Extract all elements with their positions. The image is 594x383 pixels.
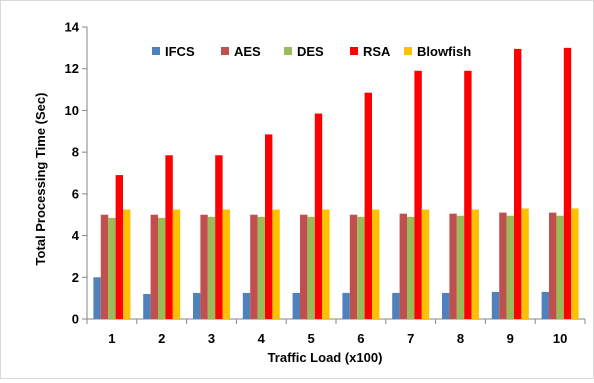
x-tick-label: 6	[357, 331, 364, 346]
legend-label-blowfish: Blowfish	[417, 44, 471, 59]
bars	[93, 47, 579, 320]
x-axis-ticks: 1 2 3 4 5 6 7 8 9 10	[86, 319, 586, 346]
bar-blowfish-8	[471, 209, 479, 319]
bar-blowfish-10	[571, 208, 579, 319]
bar-ifcs-4	[242, 292, 251, 319]
y-axis-label: Total Processing Time (Sec)	[33, 93, 48, 266]
bar-des-10	[556, 215, 564, 319]
bar-des-3	[207, 216, 216, 319]
bar-blowfish-9	[521, 208, 529, 319]
legend-label-ifcs: IFCS	[165, 44, 195, 59]
bar-rsa-9	[514, 48, 522, 320]
bar-rsa-10	[563, 47, 572, 320]
bar-ifcs-1	[93, 277, 101, 319]
bar-blowfish-7	[421, 209, 430, 319]
y-axis-ticks: 0 2 4 6 8 10 12 14	[65, 20, 87, 327]
legend-label-rsa: RSA	[363, 44, 391, 59]
bar-rsa-5	[314, 113, 323, 319]
bar-blowfish-3	[222, 209, 230, 319]
y-tick-label: 12	[65, 61, 79, 76]
bar-blowfish-1	[123, 209, 131, 319]
bar-des-7	[407, 216, 415, 319]
bar-ifcs-7	[392, 292, 400, 319]
bar-des-5	[307, 216, 315, 319]
bar-aes-5	[300, 214, 308, 319]
y-tick-label: 6	[72, 186, 79, 201]
bar-ifcs-3	[193, 292, 201, 319]
bar-ifcs-8	[442, 292, 450, 319]
x-tick-label: 5	[307, 331, 314, 346]
bar-aes-3	[200, 214, 208, 319]
y-tick-label: 14	[65, 20, 80, 35]
x-tick-label: 9	[507, 331, 514, 346]
bar-des-4	[257, 216, 265, 319]
bar-ifcs-10	[541, 291, 549, 319]
bar-rsa-7	[414, 70, 422, 319]
bar-blowfish-6	[372, 209, 380, 319]
bar-blowfish-4	[272, 209, 280, 319]
y-tick-label: 0	[72, 312, 79, 327]
bar-aes-9	[499, 212, 507, 319]
bar-aes-10	[549, 212, 557, 319]
bar-aes-8	[449, 213, 457, 319]
x-axis-label: Traffic Load (x100)	[268, 350, 383, 365]
legend-swatch-aes	[221, 47, 229, 55]
x-tick-label: 10	[553, 331, 567, 346]
bar-ifcs-6	[342, 292, 350, 319]
bar-ifcs-2	[143, 293, 151, 319]
x-tick-label: 3	[208, 331, 215, 346]
bar-rsa-8	[464, 70, 472, 319]
y-tick-label: 8	[72, 145, 79, 160]
x-tick-label: 8	[457, 331, 464, 346]
legend-swatch-blowfish	[404, 47, 412, 55]
legend-swatch-ifcs	[152, 47, 160, 55]
bar-blowfish-5	[322, 209, 330, 319]
x-tick-label: 2	[158, 331, 165, 346]
legend-label-des: DES	[297, 44, 324, 59]
bar-aes-7	[399, 213, 407, 319]
bar-aes-1	[100, 214, 109, 319]
legend-swatch-des	[284, 47, 292, 55]
bar-des-2	[158, 217, 166, 319]
y-tick-label: 4	[72, 228, 80, 243]
bar-ifcs-5	[292, 292, 300, 319]
bar-rsa-2	[165, 155, 173, 319]
bar-rsa-1	[115, 175, 123, 319]
bar-aes-4	[250, 214, 258, 319]
x-tick-label: 1	[108, 331, 115, 346]
bar-des-8	[456, 215, 465, 319]
y-tick-label: 2	[72, 270, 79, 285]
bar-blowfish-2	[172, 209, 181, 319]
bar-aes-2	[150, 214, 158, 319]
legend-label-aes: AES	[234, 44, 261, 59]
bar-rsa-4	[265, 134, 273, 319]
x-tick-label: 4	[258, 331, 266, 346]
bar-aes-6	[349, 214, 358, 319]
x-tick-label: 7	[407, 331, 414, 346]
legend: IFCS AES DES RSA Blowfish	[152, 44, 471, 59]
bar-rsa-3	[215, 155, 223, 319]
bar-rsa-6	[364, 92, 372, 319]
bar-ifcs-9	[491, 291, 500, 319]
legend-swatch-rsa	[350, 47, 358, 55]
y-tick-label: 10	[65, 103, 79, 118]
bar-des-9	[506, 215, 514, 319]
bar-des-6	[357, 216, 365, 319]
bar-des-1	[108, 217, 116, 319]
